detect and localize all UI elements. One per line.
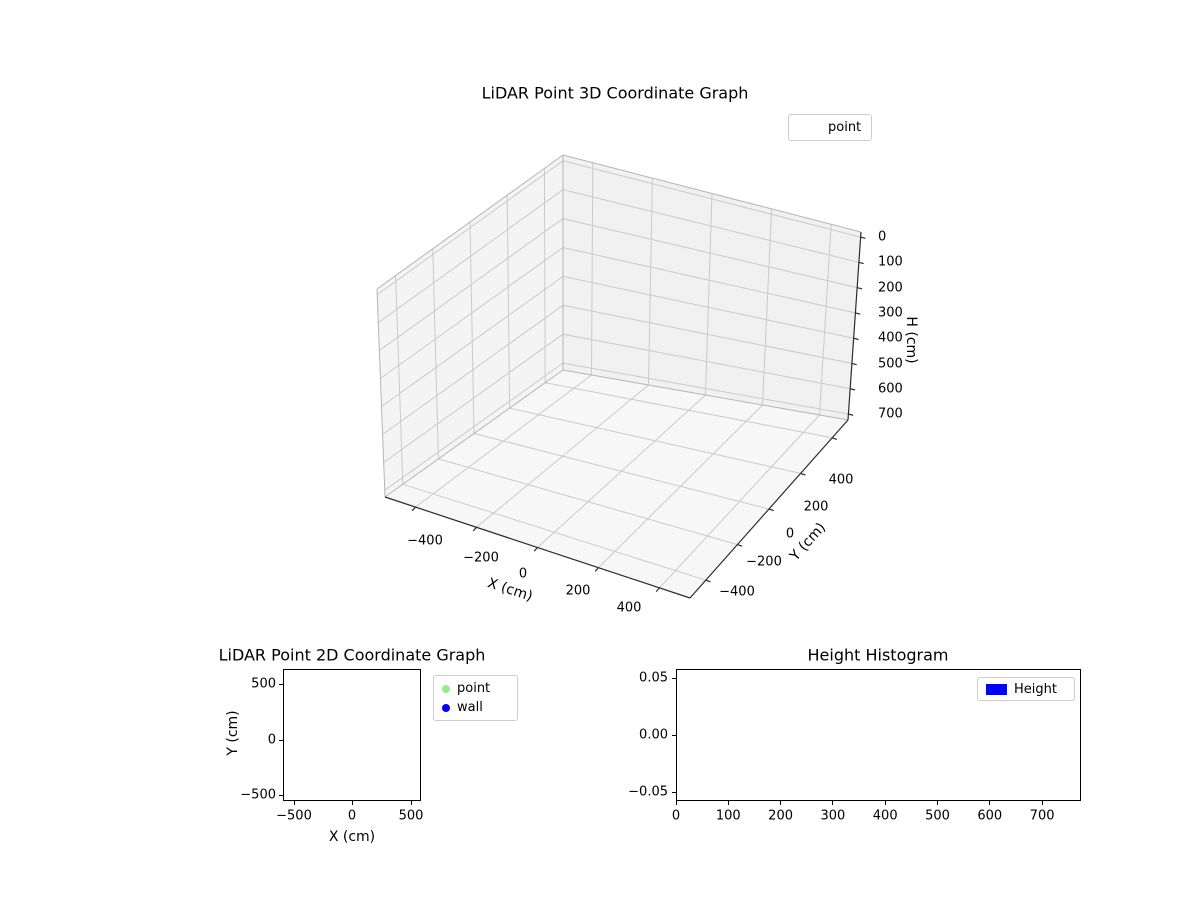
tick-mark xyxy=(672,734,676,736)
tick-label: 700 xyxy=(878,406,903,422)
legend-label-wall: wall xyxy=(457,700,483,715)
plot2d-legend: point wall xyxy=(433,675,518,721)
tick-label: 500 xyxy=(925,808,950,824)
tick-label: 0 xyxy=(518,566,528,582)
tick-label: 100 xyxy=(715,808,741,824)
tick-mark xyxy=(675,801,677,805)
tick-label: 400 xyxy=(878,330,903,346)
tick-mark xyxy=(279,794,283,796)
tick-label: −400 xyxy=(407,533,443,549)
tick-mark xyxy=(279,683,283,685)
tick-label: 600 xyxy=(977,808,1003,824)
tick-label: 500 xyxy=(398,808,424,824)
tick-label: 300 xyxy=(878,305,903,321)
tick-label: 0 xyxy=(785,526,795,542)
tick-label: 300 xyxy=(820,808,846,824)
legend-row-wall: wall xyxy=(442,700,509,715)
tick-label: 200 xyxy=(768,808,794,824)
legend-row-height: Height xyxy=(986,682,1066,697)
tick-label: −400 xyxy=(719,584,755,600)
tick-label: 100 xyxy=(878,254,903,270)
tick-mark xyxy=(672,677,676,679)
legend-row-point: point xyxy=(797,120,863,135)
tick-label: −500 xyxy=(276,808,312,824)
legend-label-point: point xyxy=(457,681,491,696)
tick-label: 0.00 xyxy=(639,727,668,743)
tick-mark xyxy=(1041,801,1043,805)
legend-row-point: point xyxy=(442,681,509,696)
tick-label: 500 xyxy=(251,676,276,692)
tick-label: −0.05 xyxy=(628,784,668,800)
hist-legend: Height xyxy=(977,677,1075,701)
tick-label: 0 xyxy=(671,808,681,824)
tick-label: −200 xyxy=(746,554,782,570)
tick-mark xyxy=(410,801,412,805)
tick-mark xyxy=(293,801,295,805)
tick-label: 0 xyxy=(267,732,276,748)
plot2d-title: LiDAR Point 2D Coordinate Graph xyxy=(218,645,486,665)
tick-label: 200 xyxy=(878,280,903,296)
tick-label: −200 xyxy=(463,550,499,566)
hist-title: Height Histogram xyxy=(807,645,949,665)
tick-mark xyxy=(937,801,938,805)
scatter-marker-empty xyxy=(797,123,821,133)
tick-label: 0 xyxy=(878,229,887,245)
wall-marker-icon xyxy=(442,703,450,712)
tick-label: 0 xyxy=(347,808,357,824)
tick-label: 200 xyxy=(803,499,829,515)
tick-label: 400 xyxy=(872,808,898,824)
tick-mark xyxy=(672,791,676,793)
plot3d-title: LiDAR Point 3D Coordinate Graph xyxy=(481,83,749,103)
point-marker-icon xyxy=(442,684,450,693)
plot2d-xlabel: X (cm) xyxy=(328,829,376,845)
tick-label: 200 xyxy=(565,583,591,599)
tick-label: 500 xyxy=(878,356,903,371)
tick-label: 400 xyxy=(828,472,854,488)
tick-mark xyxy=(884,801,886,805)
tick-label: 400 xyxy=(616,600,642,616)
tick-label: 700 xyxy=(1029,808,1055,824)
tick-mark xyxy=(989,801,991,805)
legend-label-point: point xyxy=(828,120,862,135)
plot2d-axes xyxy=(283,669,421,801)
tick-mark xyxy=(780,801,782,805)
tick-label: 0.05 xyxy=(639,670,668,686)
height-patch-icon xyxy=(986,683,1007,695)
legend-label-height: Height xyxy=(1014,681,1057,697)
tick-mark xyxy=(832,801,834,805)
plot2d-ylabel: Y (cm) xyxy=(225,710,241,756)
tick-label: 600 xyxy=(878,381,903,397)
tick-mark xyxy=(351,801,353,805)
tick-mark xyxy=(279,739,283,741)
plot3d-zlabel: H (cm) xyxy=(903,316,919,364)
plot3d-legend: point xyxy=(788,114,872,141)
tick-mark xyxy=(727,801,729,805)
tick-label: −500 xyxy=(240,787,276,803)
